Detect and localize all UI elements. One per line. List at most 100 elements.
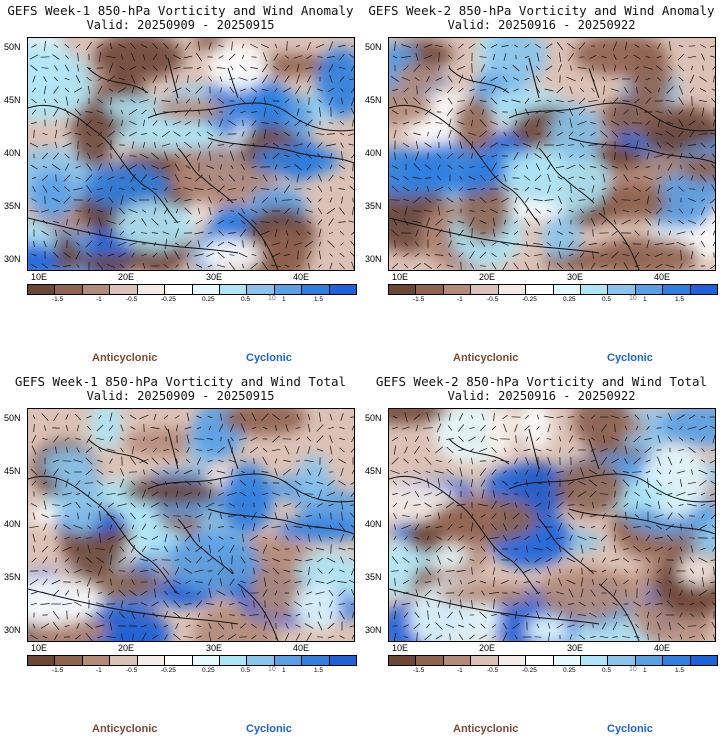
panel-title: GEFS Week-2 850-hPa Vorticity and Wind T… (375, 374, 708, 389)
colorbar-label: -1.5 (413, 667, 425, 674)
colorbar-swatch (553, 285, 581, 294)
colorbar-magnitude: 10 (629, 666, 637, 673)
lon-label: 10E (392, 272, 409, 282)
panel-week2-anomaly: GEFS Week-2 850-hPa Vorticity and Wind A… (361, 0, 722, 371)
colorbar (27, 284, 357, 295)
lon-label: 30E (206, 272, 223, 282)
lat-label: 30N (365, 254, 382, 264)
colorbar-label: -1 (457, 667, 463, 674)
colorbar-swatch (274, 656, 303, 665)
panel-valid-dates: Valid: 20250909 - 20250915 (86, 18, 275, 32)
colorbar-swatch (192, 656, 220, 665)
colorbar-swatch (471, 285, 499, 294)
colorbar-swatch (553, 656, 581, 665)
colorbar-swatch (580, 656, 609, 665)
panel-title: GEFS Week-2 850-hPa Vorticity and Wind A… (368, 3, 715, 18)
lat-label: 50N (365, 413, 382, 423)
lat-label: 40N (365, 519, 382, 529)
lon-label: 10E (392, 643, 409, 653)
colorbar-swatch (443, 285, 472, 294)
lat-label: 35N (365, 201, 382, 211)
lat-label: 40N (4, 148, 21, 158)
colorbar-swatch (663, 285, 691, 294)
panel-title: GEFS Week-1 850-hPa Vorticity and Wind T… (14, 374, 347, 389)
colorbar-label: 1 (643, 296, 647, 303)
lon-label: 40E (293, 643, 310, 653)
colorbar-swatch (329, 285, 357, 294)
colorbar-label: -0.5 (126, 296, 138, 303)
colorbar-swatch (690, 656, 718, 665)
colorbar-label: 1.5 (675, 296, 685, 303)
colorbar-swatch (165, 285, 193, 294)
colorbar-swatch (82, 656, 111, 665)
lon-label: 20E (118, 643, 135, 653)
colorbar-swatch (416, 285, 444, 294)
colorbar (388, 655, 718, 666)
colorbar-swatch (137, 285, 166, 294)
lat-label: 45N (365, 466, 382, 476)
lon-label: 20E (479, 643, 496, 653)
colorbar-swatch (416, 656, 444, 665)
vorticity-map (388, 37, 716, 271)
vorticity-map (27, 37, 355, 271)
lon-label: 10E (31, 272, 48, 282)
colorbar-label: 0.25 (563, 667, 576, 674)
colorbar (27, 655, 357, 666)
colorbar-label: -0.25 (161, 296, 176, 303)
colorbar-swatch (55, 656, 83, 665)
lon-label: 20E (479, 272, 496, 282)
colorbar-swatch (663, 656, 691, 665)
colorbar-swatch (329, 656, 357, 665)
colorbar-swatch (580, 285, 609, 294)
lat-label: 35N (365, 572, 382, 582)
lat-label: 45N (4, 466, 21, 476)
lon-label: 20E (118, 272, 135, 282)
legend-anticyclonic: Anticyclonic (453, 352, 519, 364)
colorbar-swatch (526, 656, 554, 665)
colorbar-swatch (55, 285, 83, 294)
colorbar-swatch (635, 285, 664, 294)
colorbar-swatch (608, 656, 636, 665)
colorbar-swatch (690, 285, 718, 294)
colorbar-label: -0.5 (487, 667, 499, 674)
colorbar-label: -0.5 (487, 296, 499, 303)
lat-label: 50N (365, 42, 382, 52)
colorbar-label: 0.5 (602, 296, 612, 303)
legend-cyclonic: Cyclonic (246, 352, 292, 364)
colorbar-swatch (165, 656, 193, 665)
colorbar-label: 1.5 (675, 667, 685, 674)
colorbar-swatch (110, 656, 138, 665)
colorbar-swatch (498, 285, 527, 294)
colorbar-swatch (247, 285, 275, 294)
colorbar-swatch (28, 285, 56, 294)
panel-week1-total: GEFS Week-1 850-hPa Vorticity and Wind T… (0, 371, 361, 742)
colorbar-label: 1 (282, 667, 286, 674)
colorbar-label: -0.5 (126, 667, 138, 674)
lat-label: 50N (4, 42, 21, 52)
colorbar-label: -1.5 (413, 296, 425, 303)
colorbar-swatch (389, 285, 417, 294)
colorbar-label: 1 (282, 296, 286, 303)
lat-label: 45N (365, 95, 382, 105)
colorbar-swatch (110, 285, 138, 294)
colorbar-swatch (302, 656, 330, 665)
lon-label: 40E (293, 272, 310, 282)
lat-label: 40N (365, 148, 382, 158)
lat-label: 35N (4, 201, 21, 211)
colorbar-swatch (526, 285, 554, 294)
colorbar-swatch (471, 656, 499, 665)
colorbar-magnitude: 10 (268, 666, 276, 673)
colorbar-label: 0.25 (563, 296, 576, 303)
lat-label: 45N (4, 95, 21, 105)
panel-week2-total: GEFS Week-2 850-hPa Vorticity and Wind T… (361, 371, 722, 742)
lon-label: 10E (31, 643, 48, 653)
colorbar-label: -1.5 (52, 296, 64, 303)
lon-label: 30E (567, 643, 584, 653)
panel-valid-dates: Valid: 20250909 - 20250915 (86, 389, 275, 403)
colorbar-swatch (219, 285, 248, 294)
colorbar-label: -1 (96, 667, 102, 674)
colorbar-magnitude: 10 (268, 295, 276, 302)
colorbar-label: 1 (643, 667, 647, 674)
colorbar-swatch (82, 285, 111, 294)
panel-week1-anomaly: GEFS Week-1 850-hPa Vorticity and Wind A… (0, 0, 361, 371)
